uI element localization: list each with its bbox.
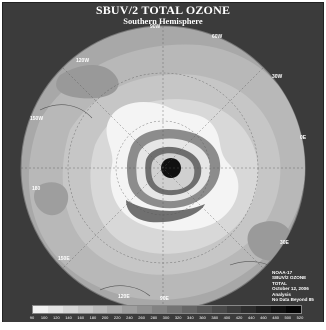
legend-swatch	[241, 306, 257, 313]
meridian-4	[62, 67, 264, 269]
legend-tick-label: 140	[65, 315, 72, 320]
legend-swatch	[62, 306, 78, 313]
info-line: TOTAL	[272, 280, 287, 286]
info-line: NOAA-17	[272, 270, 293, 275]
legend-swatch	[226, 306, 242, 313]
legend-swatch	[47, 306, 63, 313]
lon-label-top: 90W	[150, 24, 161, 30]
info-block: NOAA-17 SBUV/2 OZONE TOTAL October 12, 2…	[272, 270, 314, 302]
legend-tick-label: 90	[29, 315, 35, 320]
legend-tick-label: 380	[211, 315, 219, 320]
legend-tick-label: 360	[199, 315, 206, 320]
info-line: No Data Beyond 85	[272, 297, 314, 303]
legend-tick-label: 300	[162, 315, 170, 320]
legend-tick-label: 500	[284, 315, 292, 320]
bottom-bar	[2, 322, 324, 328]
legend-swatch	[122, 306, 138, 313]
legend-swatch	[107, 306, 123, 313]
legend-swatch	[92, 306, 108, 313]
info-line: October 12, 2006	[272, 286, 309, 292]
legend-tick-label: 480	[272, 315, 279, 320]
legend-swatch	[286, 306, 302, 313]
lon-label-top-left: 120W	[76, 58, 90, 64]
legend-swatch	[167, 306, 182, 313]
legend-tick-label: 320	[174, 315, 182, 320]
legend-tick-label: 160	[77, 315, 85, 320]
legend-tick-label: 280	[150, 315, 158, 320]
legend-swatch	[181, 306, 197, 313]
legend-swatch	[211, 306, 227, 313]
legend-swatch	[271, 306, 287, 313]
legend-ticks: 90 100 120 140 160 180 200 220 240 260 280 300 320 34…	[28, 315, 304, 321]
legend-tick-label: 220	[113, 315, 121, 320]
legend-tick-label: 100	[40, 315, 48, 320]
legend-tick-label: 400	[223, 315, 231, 320]
lon-label-left: 180	[32, 186, 41, 192]
legend-tick-label: 260	[138, 315, 145, 320]
lon-label-bottom-right: 30E	[280, 240, 289, 246]
legend-tick-label: 180	[89, 315, 97, 320]
info-line: SBUV/2 OZONE	[272, 275, 307, 281]
legend-tick-label: 120	[53, 315, 60, 320]
legend-tick-label: 440	[247, 315, 255, 320]
legend-swatch	[137, 306, 153, 313]
legend-swatch	[33, 306, 48, 313]
lon-label-right-upper: 30W	[272, 74, 283, 80]
lon-label-bottom-mid: 90E	[160, 296, 169, 302]
lon-label-right: 0E	[300, 135, 307, 141]
legend-swatch	[256, 306, 272, 313]
lon-label-bottom-left: 120E	[118, 294, 130, 300]
legend-swatch	[77, 306, 93, 313]
legend-tick-label: 200	[101, 315, 109, 320]
legend-tick-label: 240	[126, 315, 133, 320]
ozone-patch-3	[34, 182, 69, 216]
legend-swatch	[152, 306, 168, 313]
color-legend	[32, 305, 302, 314]
info-line: Analysis	[272, 291, 291, 297]
lon-label-top-right: 60W	[212, 34, 223, 40]
ozone-patch-1	[56, 64, 119, 99]
legend-tick-label: 420	[235, 315, 243, 320]
vortex-arc	[126, 200, 205, 223]
legend-tick-label: 520	[296, 315, 304, 320]
legend-tick-label: 460	[260, 315, 267, 320]
legend-swatch	[196, 306, 212, 313]
lon-label-left-lower: 150E	[58, 256, 70, 262]
map-title: SBUV/2 TOTAL OZONE	[95, 3, 231, 17]
map-subtitle: Southern Hemisphere	[123, 16, 203, 26]
legend-tick-label: 340	[187, 315, 194, 320]
lon-label-left-upper: 150W	[30, 116, 44, 122]
